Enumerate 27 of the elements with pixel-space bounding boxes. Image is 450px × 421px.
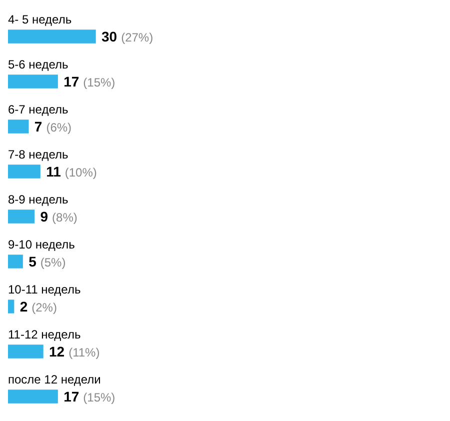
y-tick-label: 10-11 недель (8, 282, 81, 296)
data-label: 2 (2%) (20, 298, 57, 314)
data-label: 30 (27%) (102, 28, 154, 44)
y-tick-label: 9-10 недель (8, 237, 75, 252)
y-tick-label: 5-6 недель (8, 57, 68, 72)
y-tick-label: 4- 5 недель (8, 12, 72, 26)
y-tick-label: 6-7 недель (8, 102, 68, 116)
data-label: 9 (8%) (40, 208, 78, 224)
bar (8, 164, 40, 178)
data-label: 17 (15%) (64, 73, 116, 90)
bar (8, 30, 96, 44)
bar (8, 120, 29, 134)
bar (8, 254, 23, 268)
data-label: 5 (5%) (28, 253, 66, 270)
bar (8, 300, 14, 314)
data-label: 11 (10%) (46, 163, 97, 180)
data-label: 17 (15%) (64, 388, 116, 404)
bar (8, 210, 35, 224)
y-tick-label: после 12 недели (8, 372, 101, 386)
bar (8, 344, 44, 358)
data-label: 7 (6%) (34, 118, 72, 134)
bar (8, 74, 58, 88)
bar (8, 390, 58, 404)
data-label: 12 (11%) (49, 343, 100, 360)
y-tick-label: 7-8 недель (8, 147, 68, 162)
y-tick-label: 8-9 недель (8, 192, 68, 206)
y-tick-label: 11-12 недель (8, 327, 81, 342)
